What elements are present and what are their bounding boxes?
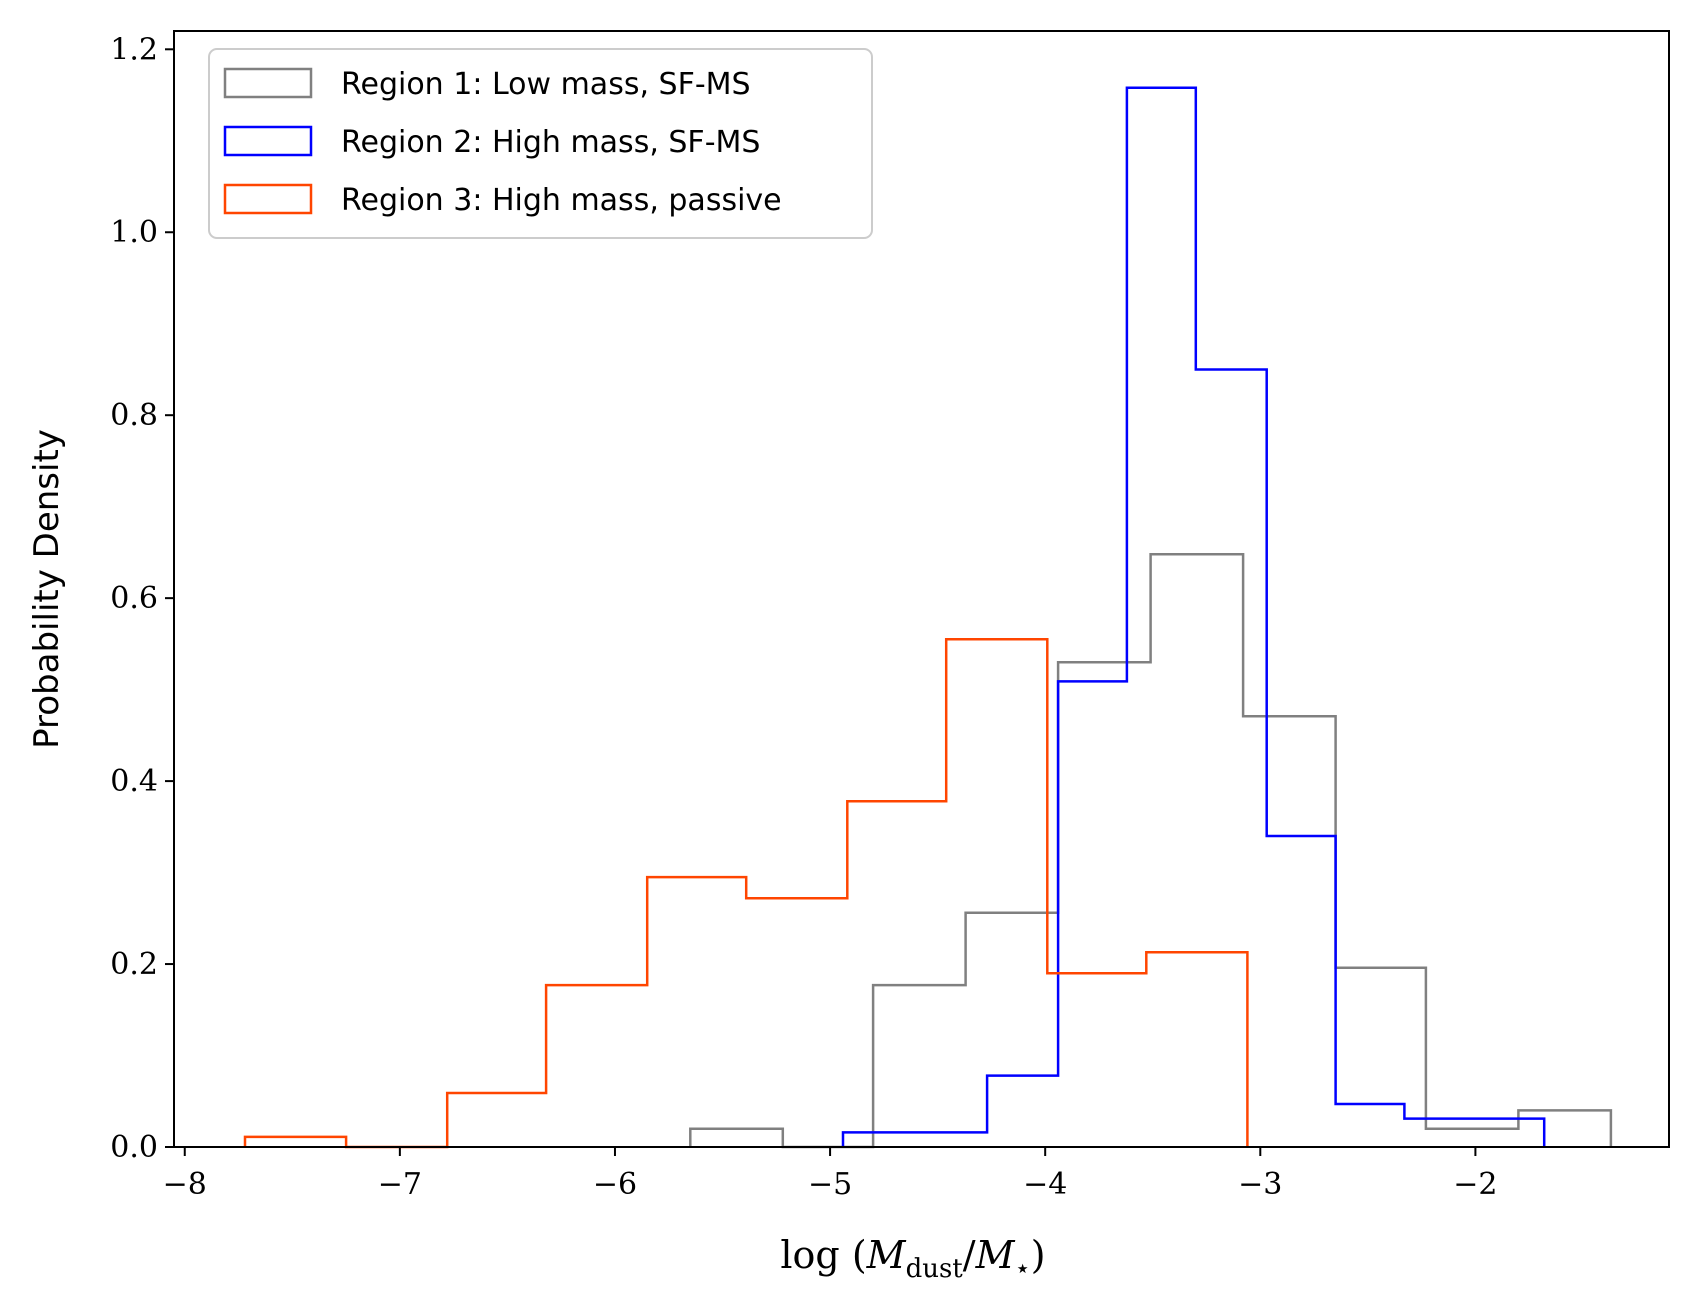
legend-label-3: Region 3: High mass, passive bbox=[341, 183, 782, 218]
legend-swatch-2 bbox=[223, 125, 313, 157]
plot-frame bbox=[173, 30, 1670, 1148]
x-tick-label: −3 bbox=[1238, 1167, 1282, 1202]
legend-swatch-3 bbox=[223, 183, 313, 215]
legend-entries: Region 1: Low mass, SF-MS Region 2: High … bbox=[223, 67, 782, 218]
series-layer bbox=[243, 86, 1613, 1149]
x-tick-label: −7 bbox=[378, 1167, 422, 1202]
y-tick-label: 0.2 bbox=[110, 947, 158, 982]
legend-box bbox=[208, 48, 873, 239]
y-tick-label: 0.6 bbox=[110, 581, 158, 616]
y-tick-label: 0.8 bbox=[110, 398, 158, 433]
legend: Region 1: Low mass, SF-MS Region 2: High … bbox=[208, 48, 873, 239]
x-axis-ticks: −8 −7 −6 −5 −4 −3 −2 bbox=[163, 1147, 1498, 1202]
y-axis-ticks: 0.0 0.2 0.4 0.6 0.8 1.0 1.2 bbox=[110, 32, 174, 1165]
x-tick-label: −5 bbox=[808, 1167, 852, 1202]
y-axis-label: Probability Density bbox=[27, 429, 67, 749]
x-tick-label: −4 bbox=[1023, 1167, 1067, 1202]
x-tick-label: −6 bbox=[593, 1167, 637, 1202]
y-tick-label: 0.4 bbox=[110, 764, 158, 799]
histogram-series-2 bbox=[841, 86, 1546, 1147]
legend-label-2: Region 2: High mass, SF-MS bbox=[341, 125, 760, 160]
y-tick-label: 0.0 bbox=[110, 1130, 158, 1165]
legend-label-1: Region 1: Low mass, SF-MS bbox=[341, 67, 751, 102]
y-tick-label: 1.2 bbox=[110, 32, 158, 67]
legend-swatch-1 bbox=[223, 67, 313, 99]
x-tick-label: −8 bbox=[163, 1167, 207, 1202]
histogram-series-3 bbox=[243, 638, 1249, 1149]
histogram-series-1 bbox=[689, 552, 1613, 1149]
y-tick-label: 1.0 bbox=[110, 215, 158, 250]
x-tick-label: −2 bbox=[1453, 1167, 1497, 1202]
x-axis-label: log (Mdust/M⋆) bbox=[780, 1233, 1045, 1284]
